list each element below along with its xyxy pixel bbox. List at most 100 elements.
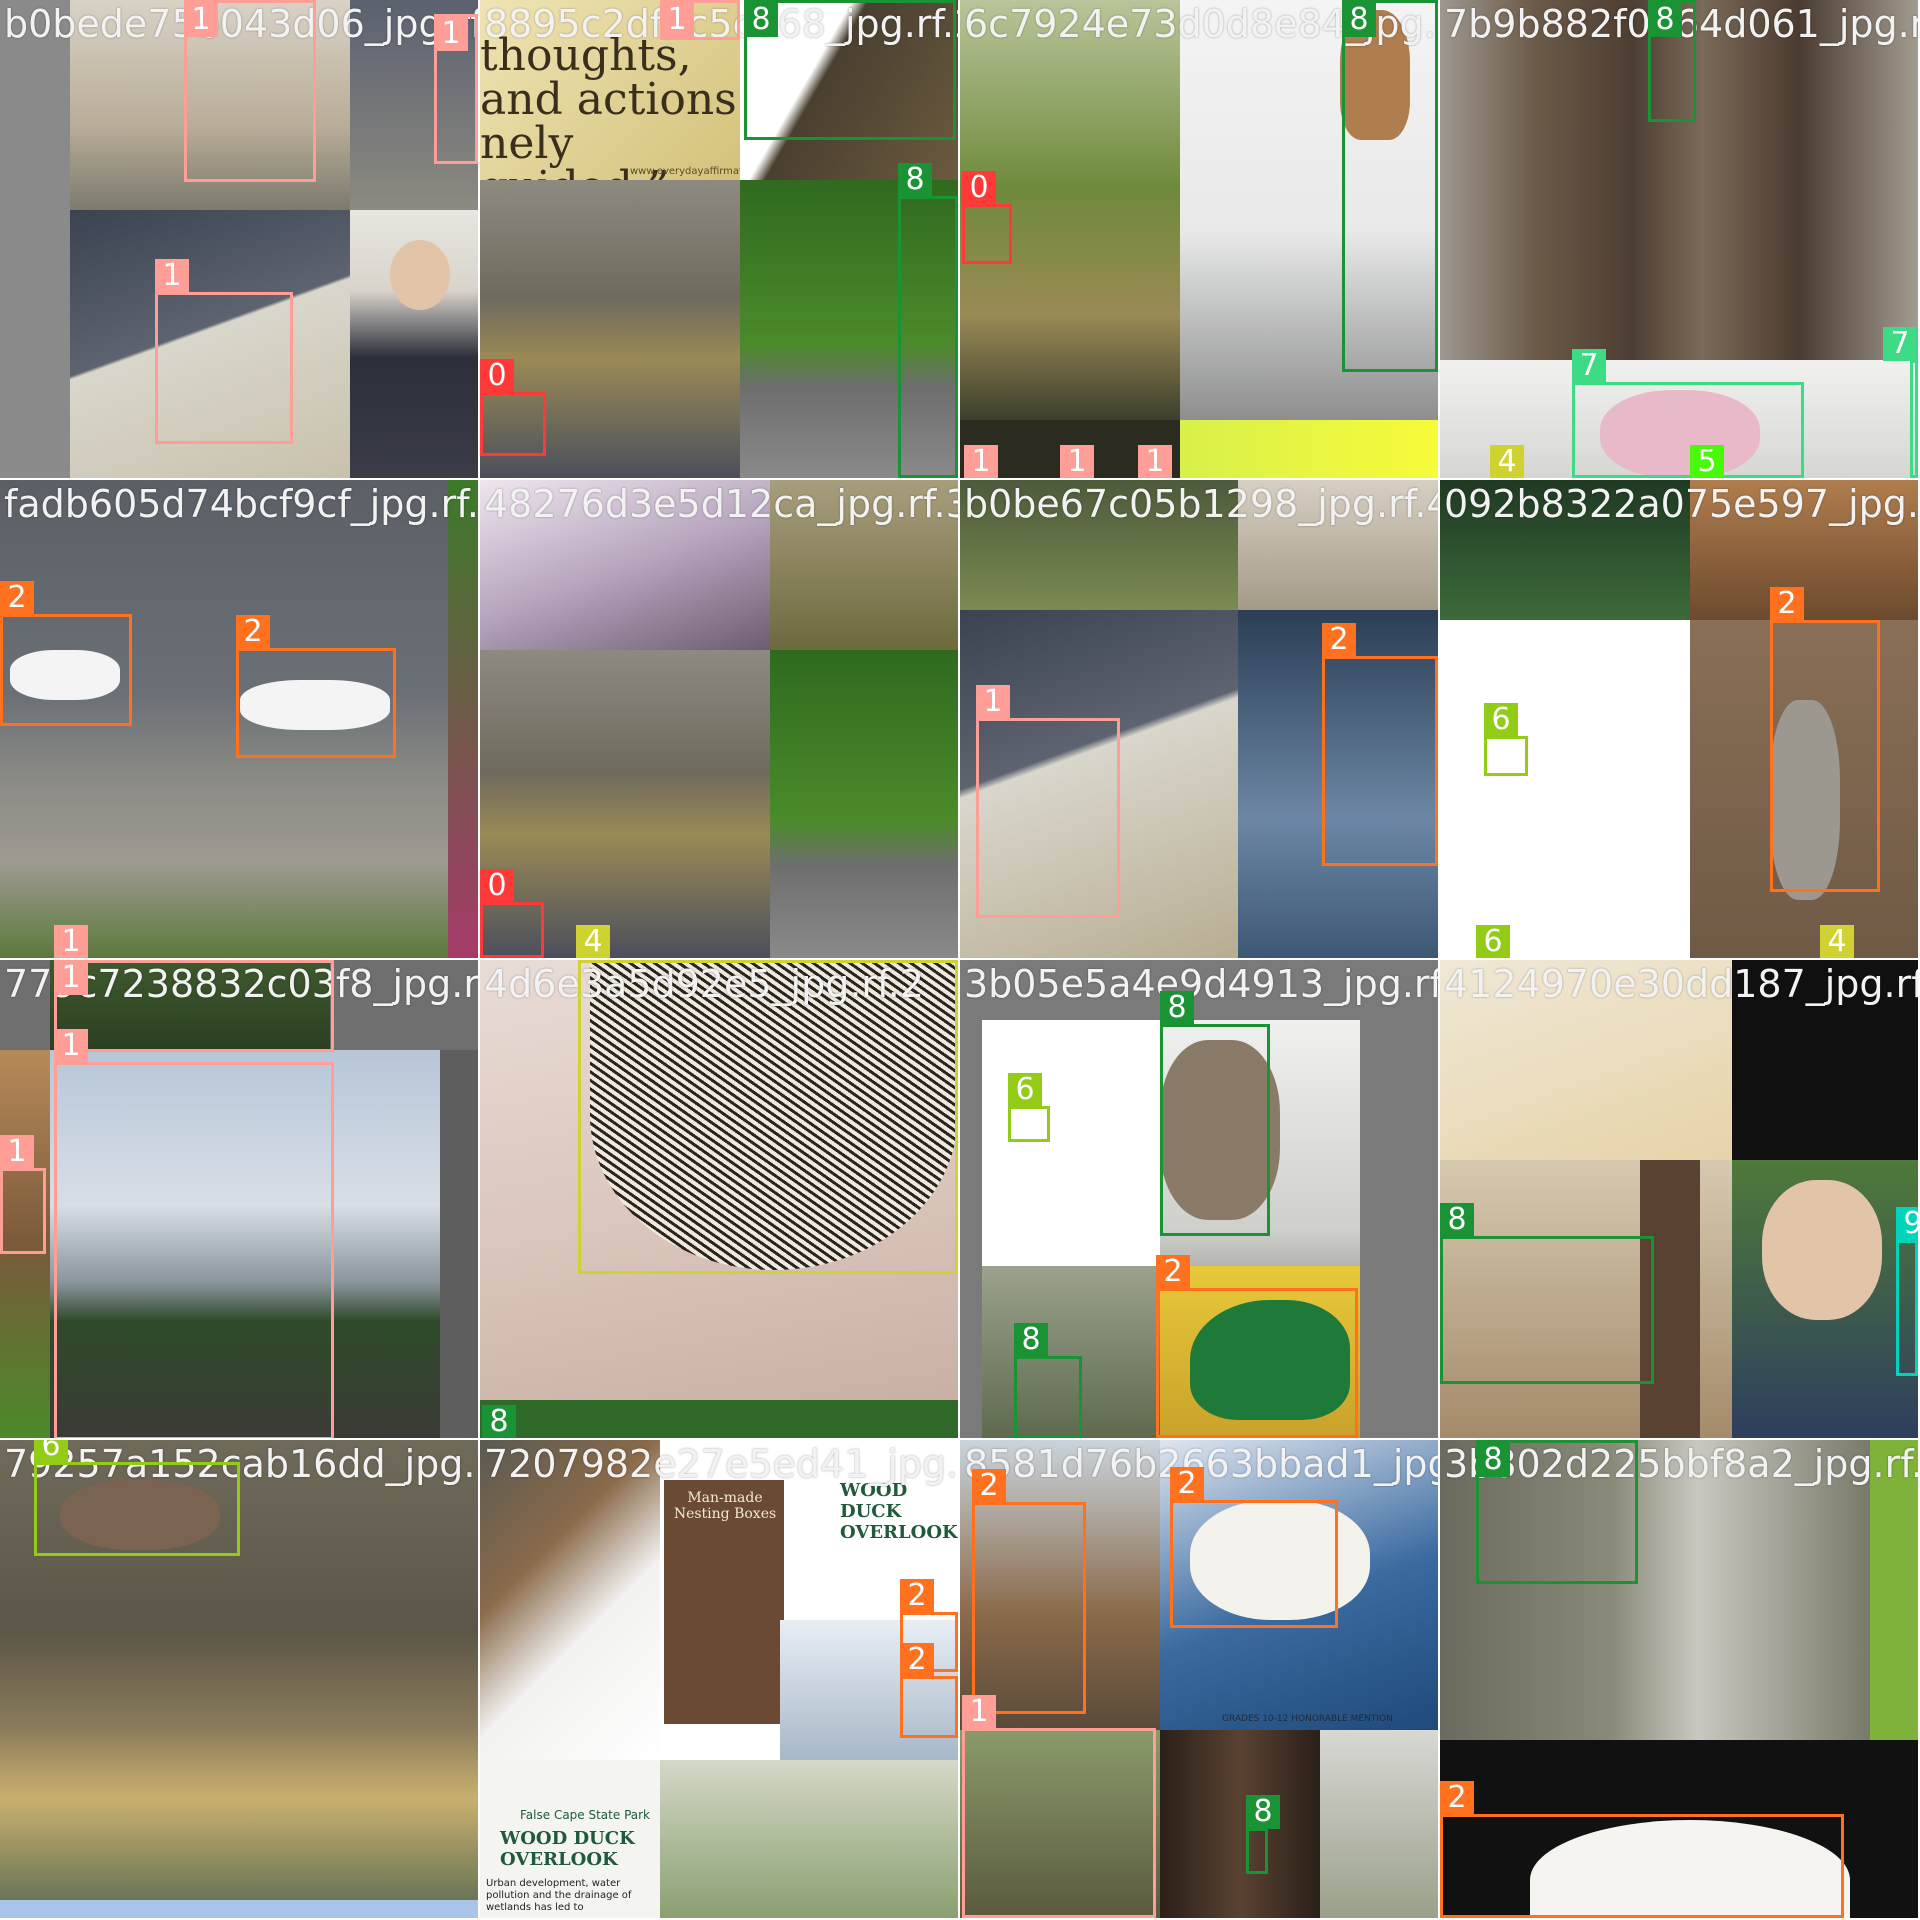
- box-class-label: 2: [900, 1579, 934, 1613]
- image-panel: [0, 1050, 50, 1438]
- bounding-box: 4: [578, 960, 958, 1274]
- mosaic-tile: fadb605d74bcf9cf_jpg.rf.453 2 2 1: [0, 480, 478, 958]
- bounding-box: 1: [962, 1695, 1156, 1918]
- bounding-box: 1: [184, 0, 316, 182]
- image-panel: [960, 610, 1238, 958]
- image-panel: [1690, 480, 1918, 620]
- sign-heading: WOOD DUCK OVERLOOK: [840, 1480, 958, 1543]
- bounding-box: 2: [972, 1469, 1086, 1714]
- box-class-label: 1: [155, 259, 189, 293]
- bounding-box: 2: [236, 615, 396, 758]
- image-panel: [1440, 1440, 1870, 1740]
- image-panel: [982, 1266, 1162, 1438]
- mosaic-tile: 79257a152cab16dd_jpg.rf.2 6: [0, 1440, 478, 1918]
- image-panel: [1440, 0, 1918, 360]
- tile-filename: b0be67c05b1298_jpg.rf.41: [964, 482, 1438, 526]
- image-panel: [440, 1050, 478, 1438]
- mosaic-tile: thoughts, and actions nely guided.” www.…: [480, 0, 958, 478]
- image-panel: [480, 1760, 660, 1918]
- bounding-box: 2: [1170, 1467, 1338, 1628]
- bounding-box: 1: [976, 685, 1120, 918]
- image-panel: [480, 0, 740, 180]
- image-panel: [1238, 610, 1438, 958]
- image-panel: [590, 960, 958, 1270]
- image-panel: [448, 480, 478, 958]
- image-panel: [1440, 960, 1732, 1160]
- image-panel: [10, 650, 120, 700]
- image-panel: [240, 680, 390, 730]
- box-class-label: 6: [1008, 1073, 1042, 1107]
- image-panel: [1640, 1160, 1700, 1438]
- mosaic-tile: GRADES 10-12 HONORABLE MENTION 8581d76b2…: [960, 1440, 1438, 1918]
- bounding-box: 1: [660, 0, 740, 40]
- box-class-label: 2: [1170, 1467, 1204, 1501]
- mosaic-tile: 3b05e5a4e9d4913_jpg.rf.60 8 6 8 2: [960, 960, 1438, 1438]
- sign-title: Man-made Nesting Boxes: [673, 1490, 777, 1522]
- box-class-label: 1: [962, 1695, 996, 1729]
- image-panel: [1732, 960, 1918, 1160]
- mosaic-tile: b0be67c05b1298_jpg.rf.41 1 2: [960, 480, 1438, 958]
- box-class-label: 5: [1690, 445, 1724, 478]
- box-class-label: 7: [1883, 327, 1917, 361]
- image-panel: [960, 0, 1180, 420]
- tile-filename: 3b802d225bbf8a2_jpg.rf.5: [1444, 1442, 1918, 1486]
- image-panel: [740, 180, 958, 478]
- image-panel: [480, 1400, 958, 1438]
- tile-filename: b0bede75b043d06_jpg.rf.1: [4, 2, 478, 46]
- image-panel: [664, 1480, 784, 1724]
- bounding-box: 8: [1440, 1203, 1654, 1384]
- bounding-box: 7: [1883, 327, 1918, 478]
- mosaic-tile: 7b9b882f0764d061_jpg.rf.4 8 7 7 4 5: [1440, 0, 1918, 478]
- image-panel: [1440, 620, 1690, 958]
- box-class-label: 6: [1476, 925, 1510, 958]
- box-class-label: 8: [1648, 3, 1682, 37]
- bounding-box: 2: [900, 1643, 958, 1738]
- image-panel: [480, 650, 770, 958]
- image-panel: [1320, 1730, 1438, 1918]
- bounding-box: 2: [1770, 587, 1880, 892]
- box-class-label: 2: [0, 581, 34, 615]
- box-class-label: 1: [1138, 445, 1172, 478]
- tile-filename: 7207982e27e5ed41_jpg.rf.9: [484, 1442, 958, 1486]
- tile-filename: 4d6e3a5d92e5_jpg.rf.2: [484, 962, 924, 1006]
- image-panel: [960, 1730, 1160, 1918]
- sign-body: Urban development, water pollution and t…: [486, 1878, 632, 1913]
- bounding-box: 1: [54, 960, 334, 1052]
- tile-filename: 4124970e30dd187_jpg.rf.3: [1444, 962, 1918, 1006]
- bounding-box: 2: [900, 1579, 958, 1672]
- box-class-label: 8: [898, 163, 932, 197]
- bounding-box: 8: [1342, 0, 1438, 372]
- mosaic-tile: 779c7238832c03f8_jpg.rf.44 1 1 1: [0, 960, 478, 1438]
- mosaic-tile: Man-made Nesting Boxes WOOD DUCK OVERLOO…: [480, 1440, 958, 1918]
- park-name: False Cape State Park: [520, 1808, 650, 1822]
- bounding-box: 1: [155, 259, 293, 444]
- mosaic-tile: 48276d3e5d12ca_jpg.rf.3b 0 4: [480, 480, 958, 958]
- bounding-box: 6: [1484, 703, 1528, 776]
- image-panel: [1190, 1500, 1370, 1620]
- mosaic-tile: b0bede75b043d06_jpg.rf.1 1 1 1: [0, 0, 478, 478]
- image-panel: [480, 480, 770, 650]
- bounding-box: 6: [1008, 1073, 1050, 1142]
- box-class-label: 4: [578, 960, 612, 961]
- bounding-box: 2: [1440, 1781, 1844, 1918]
- box-class-label: 4: [1490, 445, 1524, 478]
- image-panel: [770, 480, 958, 650]
- bounding-box: 8: [1014, 1323, 1082, 1438]
- bounding-box: 1: [0, 1135, 46, 1254]
- bounding-box: 9: [1896, 1207, 1918, 1376]
- image-panel: [480, 180, 740, 478]
- image-panel: [1530, 1820, 1850, 1918]
- image-panel: [1160, 1730, 1320, 1918]
- box-class-label: 9: [1896, 1207, 1918, 1241]
- box-class-label: 6: [1484, 703, 1518, 737]
- box-class-label: 8: [1342, 3, 1376, 37]
- mosaic-tile: 4d6e3a5d92e5_jpg.rf.2 4 8: [480, 960, 958, 1438]
- box-class-label: 0: [480, 869, 514, 903]
- box-class-label: 8: [1014, 1323, 1048, 1357]
- box-class-label: 8: [744, 3, 778, 37]
- bounding-box: 8: [898, 163, 958, 478]
- box-class-label: 1: [976, 685, 1010, 719]
- bounding-box: 6: [34, 1440, 240, 1556]
- box-class-label: 1: [660, 3, 694, 37]
- box-class-label: 2: [972, 1469, 1006, 1503]
